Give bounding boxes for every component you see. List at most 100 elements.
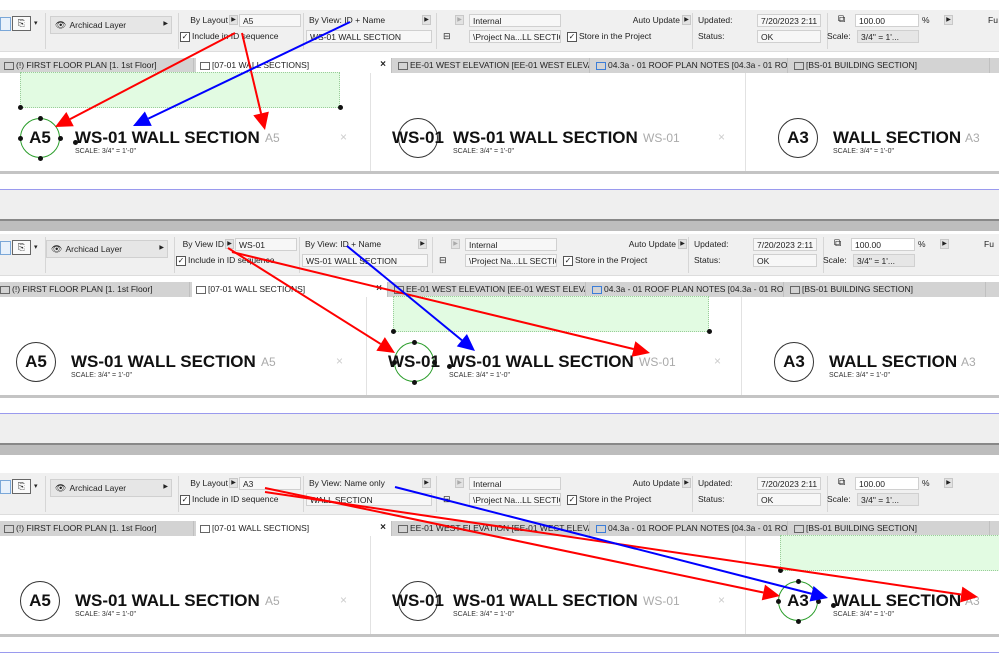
- close-marker-icon[interactable]: ×: [718, 593, 726, 607]
- drawing-title[interactable]: WS-01 WALL SECTION: [71, 352, 256, 371]
- tab-3[interactable]: 04.3a - 01 ROOF PLAN NOTES [04.3a - 01 R…: [592, 521, 788, 536]
- selection-handle[interactable]: [412, 380, 417, 385]
- drawing-title[interactable]: WS-01 WALL SECTION: [453, 128, 638, 147]
- store-in-project-checkbox[interactable]: ✓: [567, 32, 577, 42]
- section-marker-circle[interactable]: [774, 342, 814, 382]
- selected-drawing-frame[interactable]: [780, 535, 999, 571]
- id-value-field[interactable]: A5: [239, 14, 301, 27]
- close-marker-icon[interactable]: ×: [340, 130, 348, 144]
- chevron-down-icon[interactable]: ▾: [34, 244, 38, 251]
- source-button[interactable]: ▶: [451, 239, 460, 249]
- selection-handle[interactable]: [796, 579, 801, 584]
- auto-update-button[interactable]: ▶: [682, 478, 691, 488]
- tab-4[interactable]: [BS-01 BUILDING SECTION]: [786, 282, 986, 297]
- layout-frame-icon[interactable]: ⎘: [12, 240, 31, 255]
- store-in-project-checkbox[interactable]: ✓: [567, 495, 577, 505]
- selection-handle[interactable]: [38, 156, 43, 161]
- zoom-field[interactable]: 100.00: [851, 238, 915, 251]
- chevron-down-icon[interactable]: ▾: [34, 483, 38, 490]
- zoom-button[interactable]: ▶: [940, 239, 949, 249]
- layer-select[interactable]: 👁 Archicad Layer ▶: [50, 16, 172, 34]
- drawing-title[interactable]: WS-01 WALL SECTION: [75, 128, 260, 147]
- auto-update-button[interactable]: ▶: [678, 239, 687, 249]
- include-id-checkbox[interactable]: ✓: [176, 256, 186, 266]
- id-mode-button[interactable]: ▶: [229, 478, 238, 488]
- selection-handle[interactable]: [58, 136, 63, 141]
- section-marker-circle[interactable]: [16, 342, 56, 382]
- section-marker-circle[interactable]: [398, 118, 438, 158]
- selection-handle[interactable]: [392, 360, 397, 365]
- layout-frame-icon[interactable]: ⎘: [12, 16, 31, 31]
- view-type-icon[interactable]: [0, 480, 11, 494]
- selection-handle[interactable]: [776, 599, 781, 604]
- close-marker-icon[interactable]: ×: [336, 354, 344, 368]
- view-name-mode-button[interactable]: ▶: [418, 239, 427, 249]
- layer-select[interactable]: 👁 Archicad Layer ▶: [46, 240, 168, 258]
- id-mode-button[interactable]: ▶: [229, 15, 238, 25]
- tab-0[interactable]: (!) FIRST FLOOR PLAN [1. 1st Floor]: [0, 58, 194, 73]
- close-marker-icon[interactable]: ×: [340, 593, 348, 607]
- tab-1[interactable]: [07-01 WALL SECTIONS] ×: [196, 521, 392, 536]
- close-tab-icon[interactable]: ×: [380, 522, 386, 533]
- selection-handle[interactable]: [831, 603, 836, 608]
- tab-4[interactable]: [BS-01 BUILDING SECTION]: [790, 58, 990, 73]
- include-id-checkbox[interactable]: ✓: [180, 495, 190, 505]
- close-tab-icon[interactable]: ×: [380, 59, 386, 70]
- tab-2[interactable]: EE-01 WEST ELEVATION [EE-01 WEST ELEVATI…: [394, 58, 590, 73]
- view-type-icon[interactable]: [0, 241, 11, 255]
- selection-handle[interactable]: [707, 329, 712, 334]
- close-marker-icon[interactable]: ×: [718, 130, 726, 144]
- close-marker-icon[interactable]: ×: [714, 354, 722, 368]
- zoom-field[interactable]: 100.00: [855, 477, 919, 490]
- scale-select[interactable]: 3/4" = 1'...: [857, 493, 919, 506]
- drawing-title[interactable]: WS-01 WALL SECTION: [75, 591, 260, 610]
- fit-zoom-icon[interactable]: ⧉: [838, 14, 846, 25]
- selection-handle[interactable]: [391, 329, 396, 334]
- selection-handle[interactable]: [73, 140, 78, 145]
- layout-frame-icon[interactable]: ⎘: [12, 479, 31, 494]
- zoom-button[interactable]: ▶: [944, 478, 953, 488]
- include-id-checkbox[interactable]: ✓: [180, 32, 190, 42]
- source-button[interactable]: ▶: [455, 478, 464, 488]
- drawing-title[interactable]: WALL SECTION: [833, 128, 962, 147]
- selection-handle[interactable]: [412, 340, 417, 345]
- scale-select[interactable]: 3/4" = 1'...: [853, 254, 915, 267]
- section-marker-circle[interactable]: [20, 581, 60, 621]
- chevron-down-icon[interactable]: ▾: [34, 20, 38, 27]
- view-name-mode-button[interactable]: ▶: [422, 15, 431, 25]
- selection-handle[interactable]: [447, 364, 452, 369]
- view-type-icon[interactable]: [0, 17, 11, 31]
- tab-2[interactable]: EE-01 WEST ELEVATION [EE-01 WEST ELEVATI…: [394, 521, 590, 536]
- selection-handle[interactable]: [38, 116, 43, 121]
- id-value-field[interactable]: WS-01: [235, 238, 297, 251]
- tab-4[interactable]: [BS-01 BUILDING SECTION]: [790, 521, 990, 536]
- store-in-project-checkbox[interactable]: ✓: [563, 256, 573, 266]
- zoom-button[interactable]: ▶: [944, 15, 953, 25]
- selection-handle[interactable]: [338, 105, 343, 110]
- zoom-field[interactable]: 100.00: [855, 14, 919, 27]
- tab-3[interactable]: 04.3a - 01 ROOF PLAN NOTES [04.3a - 01 R…: [592, 58, 788, 73]
- layer-select[interactable]: 👁 Archicad Layer ▶: [50, 479, 172, 497]
- view-name-mode-button[interactable]: ▶: [422, 478, 431, 488]
- selection-handle[interactable]: [816, 599, 821, 604]
- fit-zoom-icon[interactable]: ⧉: [834, 238, 842, 249]
- drawing-title[interactable]: WS-01 WALL SECTION: [449, 352, 634, 371]
- drawing-title[interactable]: WS-01 WALL SECTION: [453, 591, 638, 610]
- selection-handle[interactable]: [778, 568, 783, 573]
- tab-0[interactable]: (!) FIRST FLOOR PLAN [1. 1st Floor]: [0, 282, 190, 297]
- fit-zoom-icon[interactable]: ⧉: [838, 477, 846, 488]
- selection-handle[interactable]: [796, 619, 801, 624]
- source-button[interactable]: ▶: [455, 15, 464, 25]
- selection-handle[interactable]: [18, 136, 23, 141]
- scale-select[interactable]: 3/4" = 1'...: [857, 30, 919, 43]
- selection-handle[interactable]: [432, 360, 437, 365]
- section-marker-circle[interactable]: [398, 581, 438, 621]
- section-marker-circle[interactable]: [778, 118, 818, 158]
- selected-drawing-frame[interactable]: [20, 72, 340, 108]
- drawing-title[interactable]: WALL SECTION: [829, 352, 958, 371]
- auto-update-button[interactable]: ▶: [682, 15, 691, 25]
- drawing-title[interactable]: WALL SECTION: [833, 591, 962, 610]
- tab-0[interactable]: (!) FIRST FLOOR PLAN [1. 1st Floor]: [0, 521, 194, 536]
- selection-handle[interactable]: [18, 105, 23, 110]
- tab-3[interactable]: 04.3a - 01 ROOF PLAN NOTES [04.3a - 01 R…: [588, 282, 784, 297]
